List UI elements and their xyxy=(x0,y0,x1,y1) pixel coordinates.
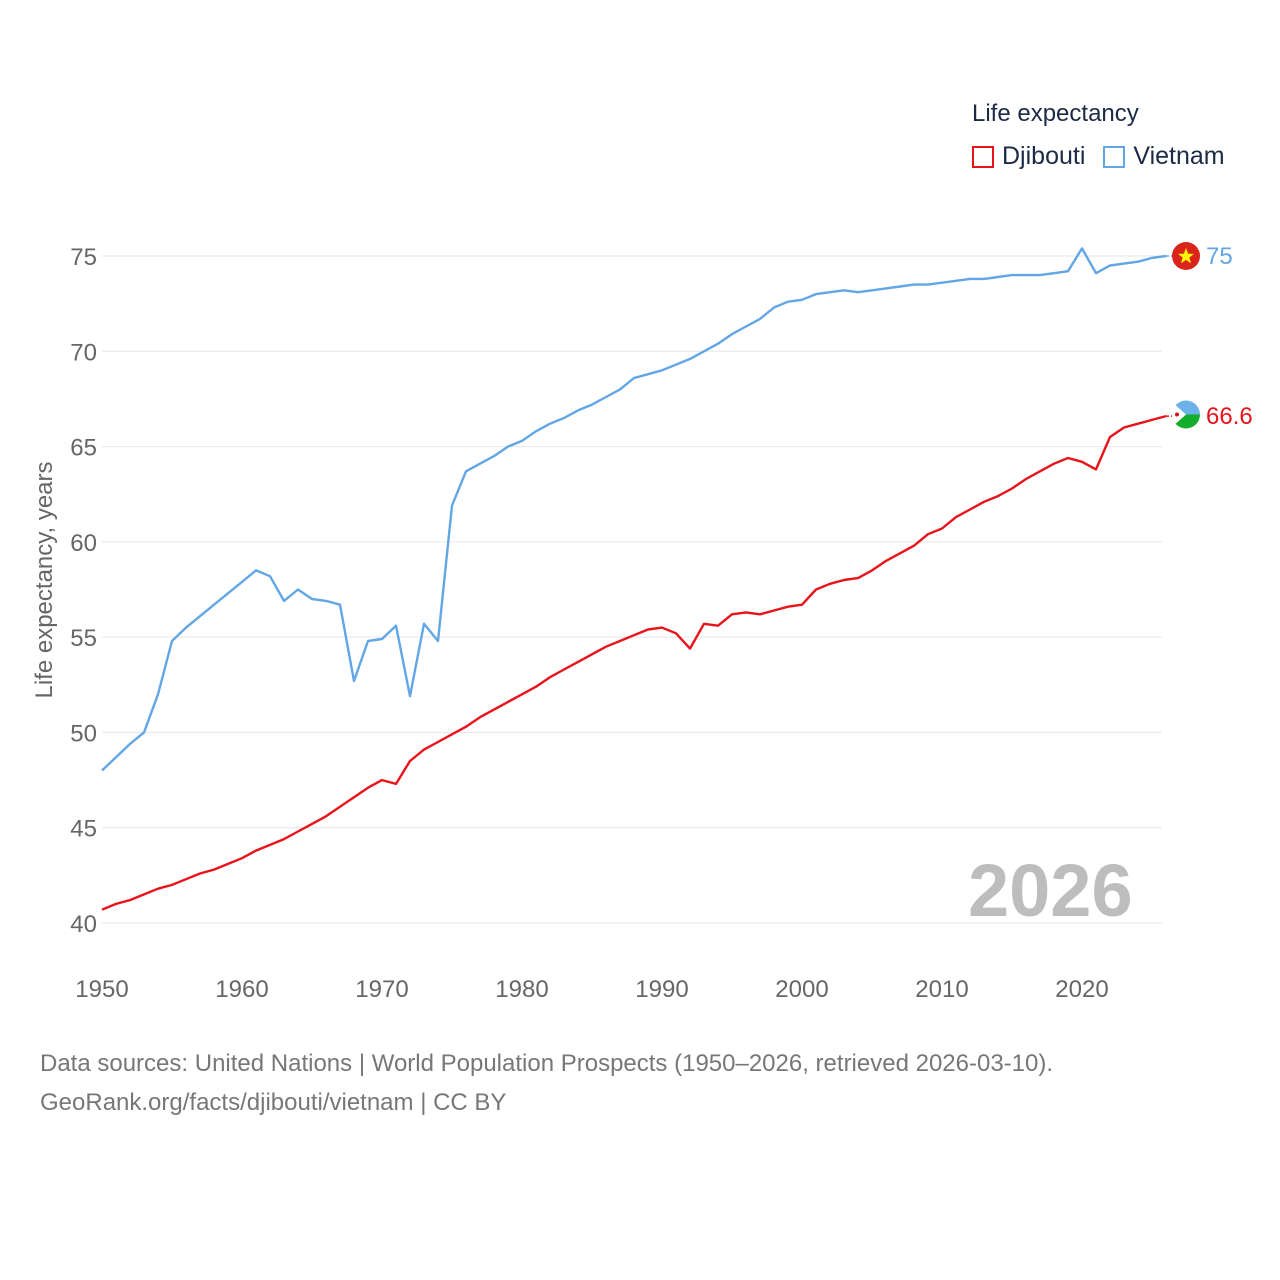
x-tick-label-2010: 2010 xyxy=(915,976,968,1003)
source-line-1: Data sources: United Nations | World Pop… xyxy=(40,1050,1054,1077)
x-tick-label-2000: 2000 xyxy=(775,976,828,1003)
legend-label-djibouti: Djibouti xyxy=(1002,142,1086,170)
end-label-djibouti: 66.6 xyxy=(1206,403,1253,430)
end-markers xyxy=(1172,242,1200,429)
x-tick-label-1980: 1980 xyxy=(495,976,548,1003)
series-lines xyxy=(101,247,1172,911)
y-tick-label-45: 45 xyxy=(70,816,97,843)
y-tick-label-55: 55 xyxy=(70,625,97,652)
year-watermark: 2026 xyxy=(968,849,1133,932)
end-labels: 66.6 75 xyxy=(1206,243,1253,430)
x-tick-label-2020: 2020 xyxy=(1055,976,1108,1003)
y-tick-label-40: 40 xyxy=(70,911,97,938)
legend-item-vietnam[interactable]: Vietnam xyxy=(1103,142,1225,171)
djibouti-flag-icon xyxy=(1172,400,1200,429)
source-line-2: GeoRank.org/facts/djibouti/vietnam | CC … xyxy=(40,1089,507,1116)
x-tick-label-1950: 1950 xyxy=(75,976,128,1003)
y-axis-ticks: 40 45 50 55 60 65 70 75 xyxy=(70,244,97,938)
x-tick-label-1990: 1990 xyxy=(635,976,688,1003)
end-label-vietnam: 75 xyxy=(1206,243,1233,270)
x-axis-ticks: 1950 1960 1970 1980 1990 2000 2010 2020 xyxy=(75,976,1108,1003)
y-tick-label-70: 70 xyxy=(70,339,97,366)
source-text: Data sources: United Nations | World Pop… xyxy=(40,1044,1053,1122)
x-tick-label-1970: 1970 xyxy=(355,976,408,1003)
legend: Djibouti Vietnam xyxy=(972,142,1243,171)
legend-title: Life expectancy xyxy=(972,100,1139,127)
vietnam-flag-icon xyxy=(1172,242,1200,270)
series-line-djibouti xyxy=(101,414,1167,911)
y-tick-label-60: 60 xyxy=(70,530,97,557)
legend-swatch-vietnam xyxy=(1103,145,1126,168)
legend-swatch-djibouti xyxy=(972,145,994,168)
gridlines xyxy=(102,255,1162,924)
legend-item-djibouti[interactable]: Djibouti xyxy=(972,142,1085,171)
y-tick-label-50: 50 xyxy=(70,720,97,747)
x-tick-label-1960: 1960 xyxy=(215,976,268,1003)
series-line-vietnam xyxy=(101,247,1167,772)
y-axis-label: Life expectancy, years xyxy=(31,461,58,698)
legend-label-vietnam: Vietnam xyxy=(1133,142,1225,170)
y-tick-label-75: 75 xyxy=(70,244,97,271)
y-tick-label-65: 65 xyxy=(70,435,97,462)
